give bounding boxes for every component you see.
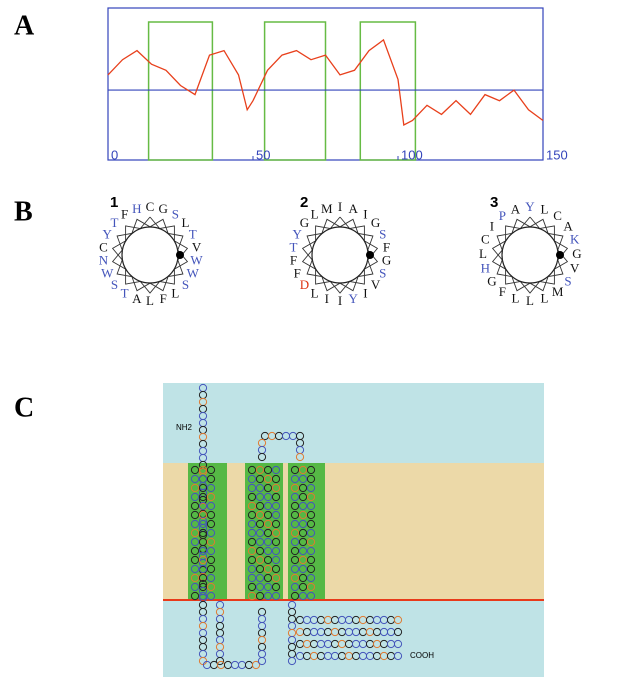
residue: G <box>487 274 496 289</box>
residue: D <box>300 277 309 292</box>
residue: M <box>552 284 564 299</box>
residue: V <box>371 277 381 292</box>
residue: F <box>160 291 167 306</box>
panel-label: C <box>14 392 34 423</box>
residue: A <box>349 201 359 216</box>
residue: T <box>290 239 298 254</box>
residue: I <box>325 291 329 306</box>
wheel-circle <box>502 227 558 283</box>
residue: L <box>146 293 154 308</box>
residue: I <box>338 199 342 214</box>
residue: C <box>146 199 155 214</box>
residue: H <box>132 201 141 216</box>
residue: A <box>511 201 521 216</box>
x-tick-label: 0 <box>111 147 118 162</box>
tm-segment <box>360 22 415 160</box>
residue: T <box>111 215 119 230</box>
figure: A B C NH2COOH 0501001501CGSLTVWWSLFLATSW… <box>0 0 623 677</box>
panel-label: A <box>14 10 35 41</box>
residue: I <box>363 206 367 221</box>
residue: Y <box>349 291 359 306</box>
panel-label: B <box>14 196 33 227</box>
wheel-dot <box>556 251 564 259</box>
residue: C <box>553 208 562 223</box>
residue: A <box>132 291 142 306</box>
tm-segment <box>149 22 213 160</box>
residue: F <box>121 206 128 221</box>
residue: L <box>541 201 549 216</box>
x-tick-label: 150 <box>546 147 568 162</box>
residue: W <box>101 266 114 281</box>
residue: L <box>541 291 549 306</box>
residue: G <box>159 201 168 216</box>
residue: F <box>290 253 297 268</box>
residue: L <box>479 246 487 261</box>
wheel-label: 2 <box>300 194 308 211</box>
residue: G <box>300 215 309 230</box>
residue: N <box>99 253 109 268</box>
residue: H <box>481 261 490 276</box>
residue: G <box>572 246 581 261</box>
residue: S <box>379 266 386 281</box>
tm-segment <box>265 22 326 160</box>
wheel-circle <box>122 227 178 283</box>
residue: L <box>526 293 534 308</box>
residue: S <box>172 206 179 221</box>
residue: Y <box>525 199 535 214</box>
residue: L <box>311 286 319 301</box>
residue: I <box>490 218 494 233</box>
residue: I <box>338 293 342 308</box>
residue: C <box>481 231 490 246</box>
n-terminus: NH2 <box>176 423 193 432</box>
wheel-dot <box>176 251 184 259</box>
residue: F <box>294 266 301 281</box>
residue: L <box>171 286 179 301</box>
topology-diagram: NH2 COOH <box>163 383 544 677</box>
residue: K <box>570 231 580 246</box>
residue: L <box>511 291 519 306</box>
helical-wheel: 3YLCAKGVSMLLLFGHLCIPA <box>479 194 582 308</box>
residue: I <box>363 286 367 301</box>
wheel-dot <box>366 251 374 259</box>
x-tick-label: 100 <box>401 147 423 162</box>
residue: S <box>564 274 571 289</box>
residue: T <box>121 286 129 301</box>
wheel-label: 3 <box>490 194 498 211</box>
tm-helix <box>245 463 283 600</box>
residue: S <box>182 277 189 292</box>
residue: P <box>499 208 506 223</box>
wheel-circle <box>312 227 368 283</box>
residue: L <box>311 206 319 221</box>
residue: M <box>321 201 333 216</box>
x-tick-label: 50 <box>256 147 270 162</box>
residue: C <box>99 239 108 254</box>
wheel-label: 1 <box>110 194 118 211</box>
residue: F <box>499 284 506 299</box>
c-terminus: COOH <box>410 651 434 660</box>
